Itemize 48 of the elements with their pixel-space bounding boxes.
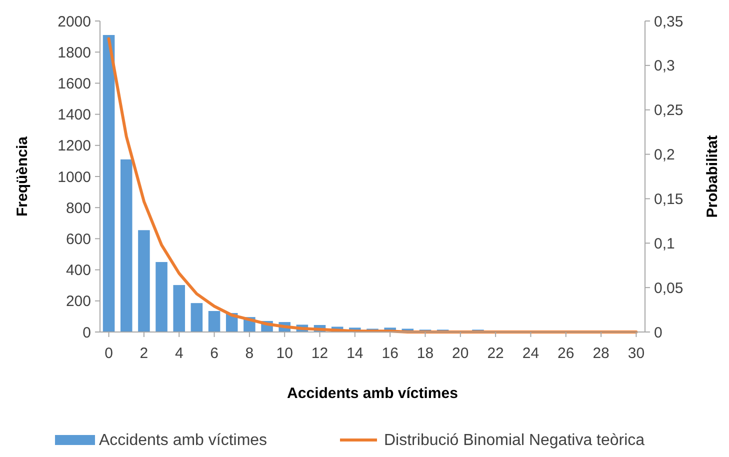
x-tick-label: 4 (174, 345, 184, 362)
y2-tick-label: 0,15 (654, 190, 684, 208)
x-tick-label: 10 (276, 345, 293, 362)
y2-tick-label: 0 (654, 324, 662, 342)
x-tick-label: 26 (558, 345, 574, 362)
bar (156, 262, 168, 332)
y2-tick-label: 0,25 (654, 102, 684, 120)
x-tick-label: 14 (346, 345, 364, 362)
x-tick-label: 2 (140, 345, 148, 362)
x-tick-label: 22 (487, 345, 504, 362)
y-tick-label: 2000 (58, 13, 91, 30)
bar (173, 285, 185, 332)
y-tick-label: 200 (66, 293, 91, 310)
x-tick-label: 30 (628, 345, 645, 362)
y-tick-label: 800 (66, 200, 91, 217)
x-tick-label: 0 (104, 345, 113, 362)
y2-tick-label: 0,3 (654, 58, 675, 75)
x-tick-label: 24 (522, 345, 540, 362)
bar (102, 34, 115, 332)
legend-label: Distribució Binomial Negativa teòrica (384, 432, 645, 449)
x-tick-label: 28 (592, 345, 610, 362)
y-tick-label: 1600 (58, 75, 91, 92)
y-tick-label: 1400 (58, 106, 91, 124)
x-tick-label: 12 (311, 345, 328, 362)
x-axis-title: Accidents amb víctimes (287, 385, 458, 402)
x-tick-label: 6 (210, 345, 218, 362)
bar (120, 159, 132, 332)
bar (208, 311, 220, 332)
x-tick-label: 20 (452, 345, 469, 362)
y2-tick-label: 0,1 (654, 235, 675, 252)
y-tick-label: 0 (82, 324, 91, 342)
legend-label: Accidents amb víctimes (99, 432, 268, 449)
y2-tick-label: 0,05 (654, 280, 684, 297)
x-tick-label: 16 (382, 345, 398, 362)
y-tick-label: 600 (66, 230, 91, 248)
x-tick-label: 18 (416, 345, 434, 362)
y-tick-label: 400 (66, 262, 91, 280)
bar (138, 230, 150, 332)
line-series (107, 37, 638, 334)
y-axis-title: Freqüència (14, 136, 31, 217)
bar (190, 303, 203, 332)
y2-tick-label: 0,35 (654, 13, 684, 30)
y-tick-label: 1000 (58, 168, 91, 186)
y2-axis-title: Probabilitat (704, 135, 721, 218)
y-tick-label: 1800 (58, 44, 91, 62)
x-tick-label: 8 (245, 345, 254, 362)
y-tick-label: 1200 (58, 138, 91, 155)
y2-tick-label: 0,2 (654, 146, 675, 164)
